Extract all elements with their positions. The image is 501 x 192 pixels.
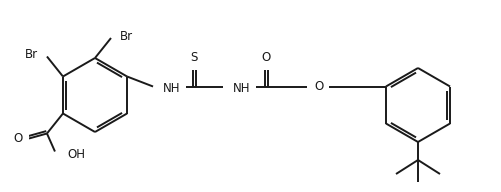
- Text: Br: Br: [120, 30, 133, 42]
- Text: O: O: [314, 80, 323, 93]
- Text: NH: NH: [163, 82, 180, 95]
- Text: S: S: [190, 51, 197, 64]
- Text: Br: Br: [25, 48, 38, 61]
- Text: OH: OH: [67, 148, 85, 161]
- Text: NH: NH: [232, 82, 250, 95]
- Text: O: O: [14, 132, 23, 145]
- Text: O: O: [261, 51, 270, 64]
